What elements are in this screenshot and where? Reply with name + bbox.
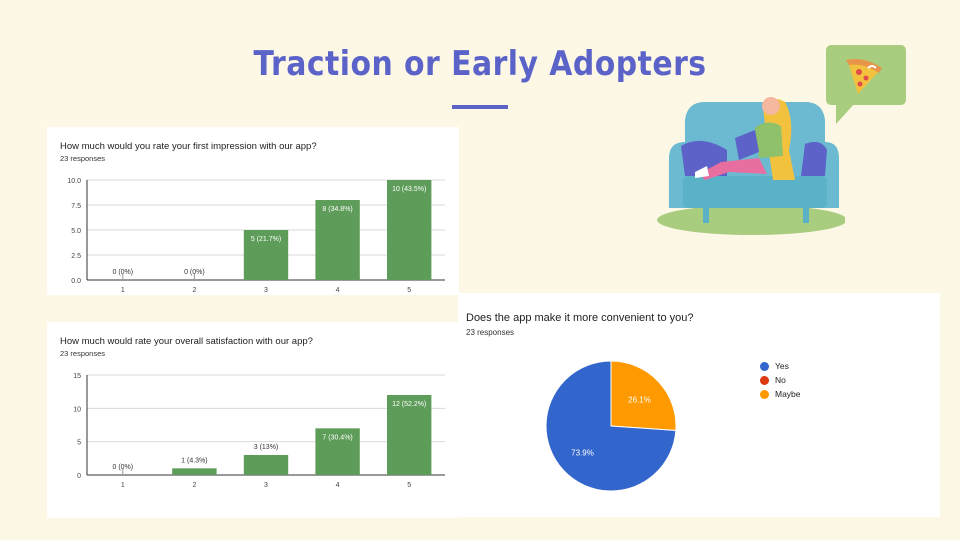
data-label: 10 (43.5%) — [392, 186, 426, 193]
chart-question: How much would rate your overall satisfa… — [60, 336, 313, 347]
chart-question: How much would you rate your first impre… — [60, 141, 317, 152]
pie-slice — [610, 360, 677, 432]
first-impression-bar-chart: 0.0 2.5 5.0 7.5 10.0 0 (0%) 1 0 (0%) 2 5 (21.7%) 3… — [67, 178, 445, 294]
data-label: 8 (34.8%) — [322, 206, 352, 213]
y-tick-label: 10 — [73, 406, 81, 413]
data-label: 3 (13%) — [254, 444, 279, 451]
woman-on-couch-illustration — [657, 97, 845, 235]
x-tick-label: 5 — [407, 482, 411, 489]
legend-label: Yes — [775, 361, 789, 371]
bar — [387, 180, 432, 280]
x-tick-label: 3 — [264, 287, 268, 294]
bar — [315, 200, 360, 280]
legend-swatch — [760, 361, 769, 371]
pie-data-label: 73.9% — [571, 449, 594, 458]
data-label: 0 (0%) — [184, 269, 205, 276]
slide-title: Traction or Early Adopters — [253, 44, 707, 84]
data-label: 12 (52.2%) — [392, 401, 426, 408]
bar — [387, 395, 432, 475]
pie-slice — [545, 360, 677, 492]
chart-question: Does the app make it more convenient to … — [466, 312, 694, 324]
legend-swatch — [760, 375, 769, 385]
data-label: 0 (0%) — [112, 269, 133, 276]
bar — [243, 230, 289, 280]
x-tick-label: 4 — [336, 482, 340, 489]
data-label: 0 (0%) — [112, 464, 133, 471]
bar — [243, 455, 289, 475]
legend-item: Maybe — [760, 387, 801, 401]
satisfaction-chart-panel: How much would rate your overall satisfa… — [47, 322, 459, 518]
y-tick-label: 5.0 — [71, 228, 81, 235]
satisfaction-bar-chart: 0 5 10 15 0 (0%) 1 1 (4.3%) 2 3 (13%) 3 7 (30.4%) 4… — [73, 373, 445, 489]
x-tick-label: 3 — [264, 482, 268, 489]
pie-legend: Yes No Maybe — [760, 359, 801, 401]
first-impression-chart-panel: How much would you rate your first impre… — [47, 127, 459, 295]
y-tick-label: 2.5 — [71, 253, 81, 260]
x-tick-label: 1 — [121, 482, 125, 489]
x-tick-label: 5 — [407, 287, 411, 294]
legend-label: Maybe — [775, 389, 801, 399]
x-tick-label: 2 — [192, 287, 196, 294]
convenience-pie-chart: 26.1% 73.9% — [545, 360, 677, 492]
y-tick-label: 0.0 — [71, 278, 81, 285]
data-label: 1 (4.3%) — [181, 457, 207, 464]
chart-responses: 23 responses — [60, 154, 106, 163]
x-tick-label: 1 — [121, 287, 125, 294]
x-tick-label: 4 — [336, 287, 340, 294]
convenience-chart-panel: Does the app make it more convenient to … — [458, 293, 940, 517]
bar — [315, 428, 360, 475]
y-tick-label: 10.0 — [67, 178, 81, 185]
bar — [172, 468, 217, 475]
y-tick-label: 0 — [77, 473, 81, 480]
pie-data-label: 26.1% — [628, 395, 651, 404]
y-tick-label: 15 — [73, 373, 81, 380]
y-tick-label: 5 — [77, 440, 81, 447]
legend-label: No — [775, 375, 786, 385]
data-label: 5 (21.7%) — [251, 236, 281, 243]
x-tick-label: 2 — [192, 482, 196, 489]
legend-item: Yes — [760, 359, 801, 373]
y-tick-label: 7.5 — [71, 203, 81, 210]
data-label: 7 (30.4%) — [322, 434, 352, 441]
chart-responses: 23 responses — [466, 328, 515, 337]
chart-responses: 23 responses — [60, 349, 106, 358]
legend-item: No — [760, 373, 801, 387]
legend-swatch — [760, 389, 769, 399]
title-underline — [452, 105, 508, 109]
pizza-speech-bubble-icon — [826, 45, 906, 124]
